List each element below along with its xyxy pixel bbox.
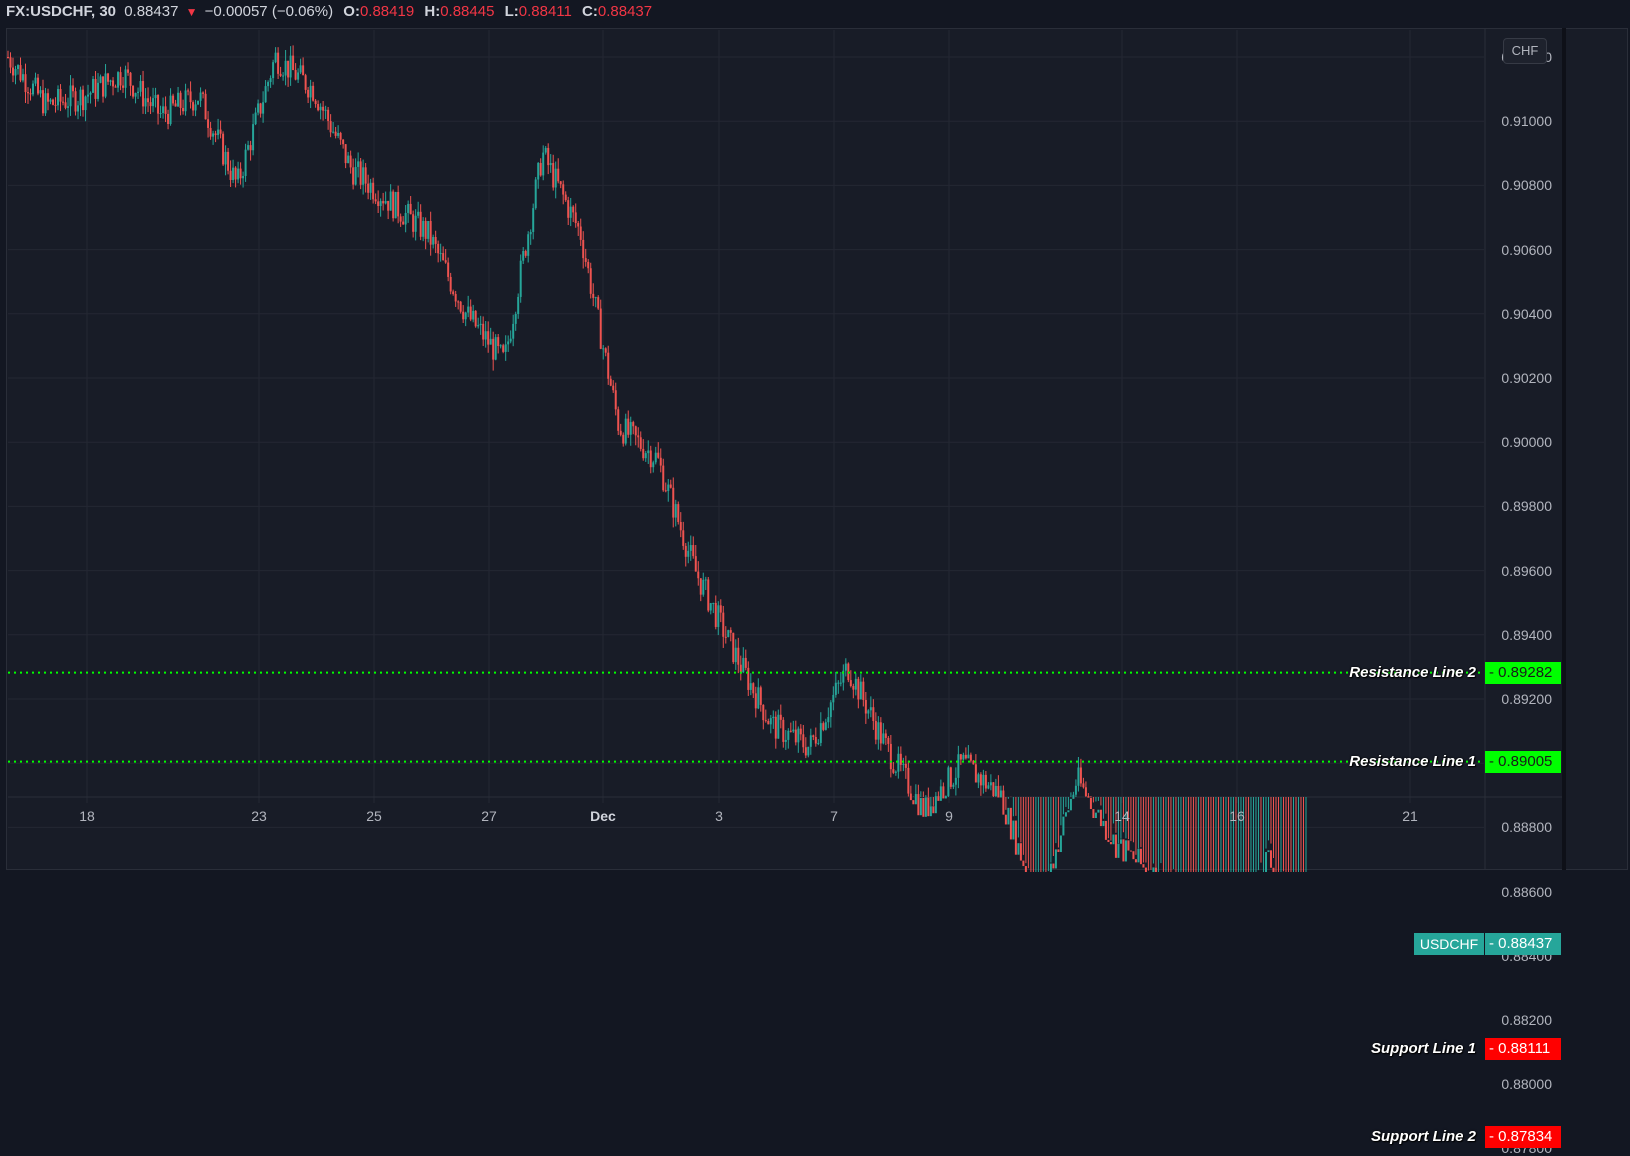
level-label: Support Line 1 [1371, 1039, 1476, 1057]
x-axis-label: 23 [251, 808, 267, 824]
open-label: O: [343, 3, 360, 20]
down-arrow-icon: ▼ [185, 5, 198, 19]
level-label: Resistance Line 2 [1349, 663, 1476, 681]
x-axis-label: Dec [590, 808, 616, 824]
close-label: C: [582, 3, 598, 20]
x-axis-label: 7 [830, 808, 838, 824]
y-axis-label: 0.88600 [1501, 883, 1552, 900]
y-axis-label: 0.88800 [1501, 819, 1552, 836]
y-axis-label: 0.89400 [1501, 626, 1552, 643]
level-price-badge: - 0.87834 [1485, 1126, 1561, 1149]
x-axis-label: 9 [945, 808, 953, 824]
y-axis-label: 0.90400 [1501, 305, 1552, 322]
y-axis-label: 0.88000 [1501, 1076, 1552, 1093]
y-axis-label: 0.90000 [1501, 434, 1552, 451]
level-label: Resistance Line 1 [1349, 752, 1476, 770]
chart-pane[interactable] [6, 28, 1628, 870]
x-axis-label: 3 [715, 808, 723, 824]
symbol-title[interactable]: FX:USDCHF, 30 [6, 3, 117, 20]
y-axis-label: 0.89200 [1501, 691, 1552, 707]
close-value: 0.88437 [597, 3, 653, 20]
low-value: 0.88411 [518, 3, 572, 20]
price-change: −0.00057 (−0.06%) [204, 3, 334, 20]
currency-button[interactable]: CHF [1503, 38, 1547, 64]
y-axis-label: 0.90800 [1501, 177, 1552, 194]
y-axis-label: 0.90200 [1501, 370, 1552, 386]
high-label: H: [424, 3, 441, 20]
y-axis-label: 0.90600 [1501, 241, 1552, 258]
x-axis-label: 18 [79, 808, 95, 824]
candlestick-plot[interactable] [0, 0, 1630, 872]
y-axis-label: 0.89600 [1501, 562, 1552, 579]
level-price-badge: - 0.89005 [1485, 750, 1561, 773]
symbol-price-badge: USDCHF [1414, 932, 1484, 955]
high-value: 0.88445 [440, 3, 495, 20]
last-price-badge: - 0.88437 [1485, 932, 1561, 955]
last-price-badge-value: - 0.88437 [1489, 934, 1553, 952]
low-label: L: [504, 3, 519, 20]
x-axis-label: 27 [481, 808, 497, 824]
x-axis-label: 14 [1114, 808, 1130, 824]
level-price-badge: - 0.89282 [1485, 661, 1561, 684]
x-axis-label: 21 [1402, 808, 1418, 824]
level-price-badge: - 0.88111 [1485, 1037, 1561, 1060]
y-axis-label: 0.91000 [1501, 113, 1552, 130]
x-axis-label: 25 [366, 808, 382, 824]
symbol-header: FX:USDCHF, 30 0.88437 ▼ −0.00057 (−0.06%… [0, 0, 1630, 26]
y-axis-label: 0.89800 [1501, 498, 1552, 515]
y-axis-label: 0.88200 [1501, 1012, 1552, 1028]
open-value: 0.88419 [359, 3, 415, 20]
x-axis-label: 16 [1229, 808, 1245, 824]
pane-right-edge [1562, 28, 1566, 870]
level-label: Support Line 2 [1371, 1128, 1476, 1146]
last-price: 0.88437 [124, 3, 179, 20]
